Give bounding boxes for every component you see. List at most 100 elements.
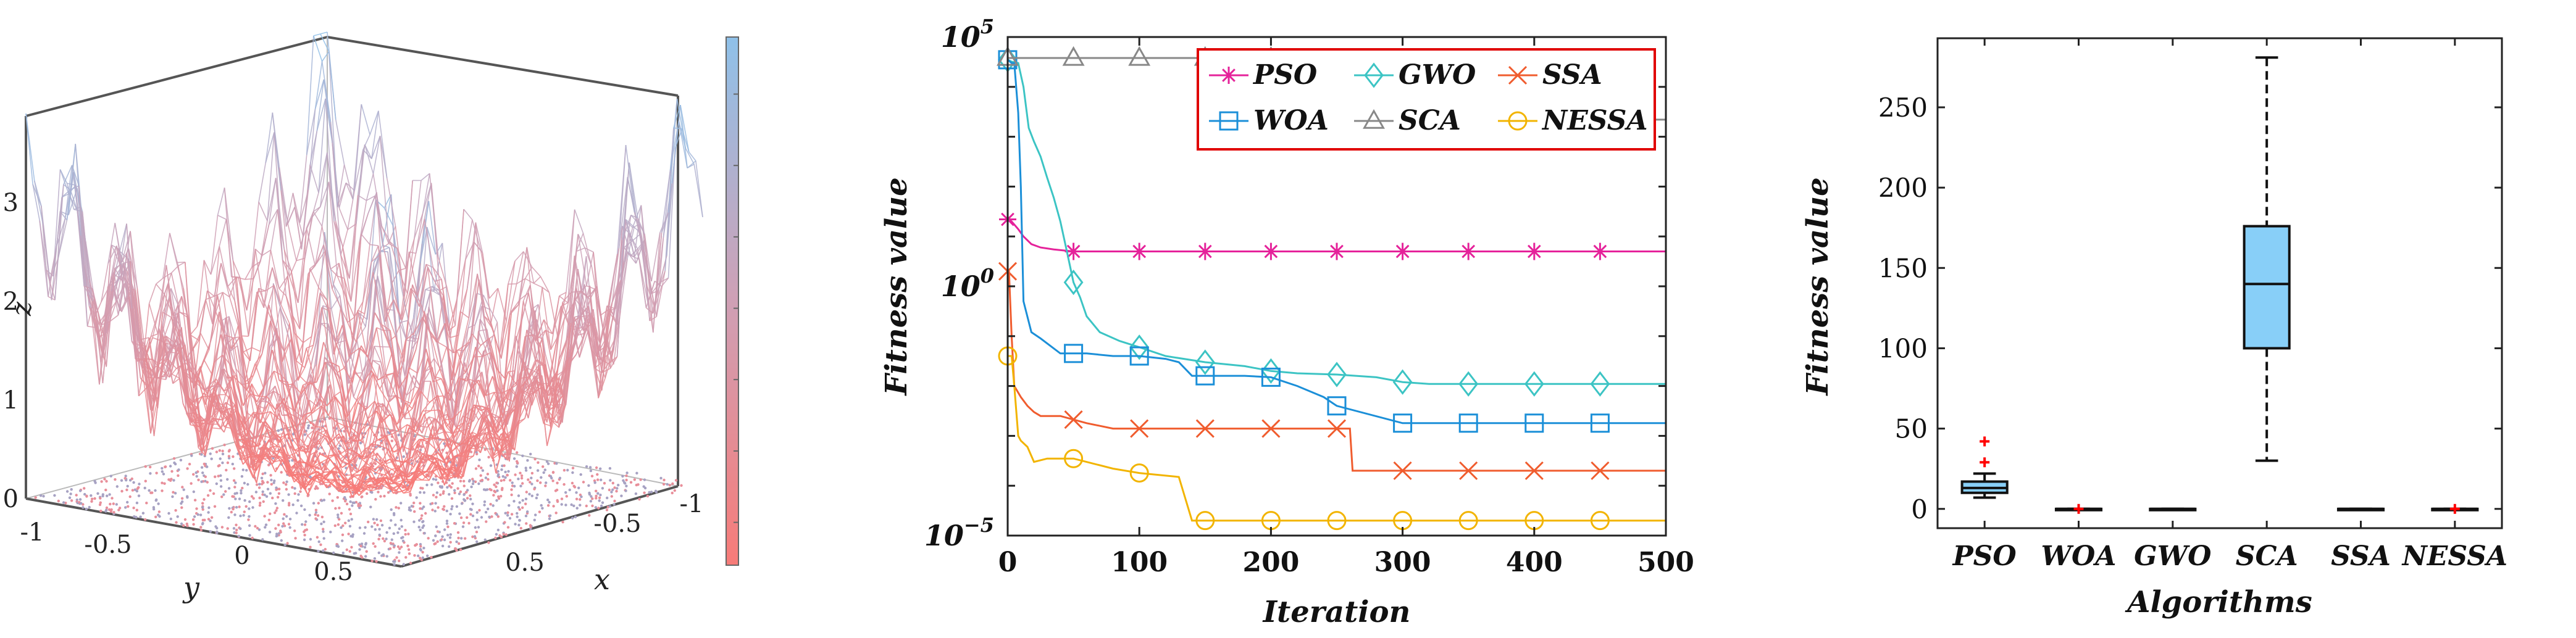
- floor-speck: [456, 505, 458, 508]
- floor-speck: [180, 459, 182, 462]
- floor-speck: [256, 483, 258, 486]
- floor-speck: [458, 542, 460, 545]
- surface-segment: [177, 262, 185, 263]
- floor-speck: [261, 477, 263, 479]
- floor-speck: [582, 481, 585, 483]
- floor-speck: [519, 485, 522, 487]
- floor-speck: [446, 534, 449, 536]
- floor-speck: [337, 496, 339, 499]
- floor-speck: [361, 495, 363, 498]
- floor-speck: [42, 495, 44, 497]
- floor-speck: [194, 499, 196, 501]
- floor-speck: [221, 462, 224, 464]
- surface-segment: [190, 326, 197, 334]
- floor-speck: [378, 534, 381, 536]
- floor-speck: [274, 502, 277, 505]
- surface-segment: [172, 266, 178, 273]
- floor-speck: [396, 531, 399, 534]
- floor-speck: [484, 539, 487, 541]
- floor-speck: [419, 529, 422, 531]
- surface-chart-panel: 0 1 2 3 z -1 -0.5 0 0.5 y -1 -0.5 0.5 x …: [0, 0, 741, 636]
- floor-speck: [83, 493, 86, 495]
- floor-speck: [211, 458, 213, 460]
- floor-speck: [462, 525, 464, 528]
- floor-speck: [443, 539, 446, 541]
- floor-speck: [539, 481, 542, 484]
- floor-speck: [506, 474, 509, 476]
- floor-speck: [393, 560, 396, 563]
- floor-speck: [453, 522, 456, 524]
- floor-speck: [487, 541, 490, 544]
- floor-speck: [527, 478, 529, 481]
- floor-speck: [192, 518, 194, 521]
- floor-speck: [595, 495, 597, 497]
- floor-speck: [317, 550, 319, 552]
- floor-speck: [503, 532, 505, 535]
- floor-speck: [349, 513, 352, 515]
- floor-speck: [217, 465, 220, 467]
- floor-speck: [172, 479, 175, 481]
- floor-speck: [393, 532, 395, 535]
- floor-speck: [358, 548, 361, 550]
- floor-speck: [569, 489, 571, 491]
- floor-speck: [419, 491, 421, 494]
- floor-speck: [108, 493, 111, 495]
- floor-speck: [455, 549, 458, 552]
- floor-speck: [654, 490, 657, 492]
- floor-speck: [487, 508, 489, 510]
- floor-speck: [126, 501, 128, 503]
- floor-speck: [211, 516, 213, 519]
- floor-speck: [477, 483, 480, 485]
- floor-speck: [357, 505, 359, 507]
- floor-speck: [243, 510, 246, 513]
- floor-speck: [268, 519, 270, 521]
- surface-segment: [354, 370, 363, 383]
- floor-speck: [541, 507, 543, 510]
- floor-speck: [296, 499, 299, 502]
- surface-segment: [201, 333, 209, 350]
- floor-speck: [420, 549, 422, 551]
- floor-speck: [342, 552, 345, 554]
- floor-speck: [449, 513, 451, 515]
- floor-speck: [180, 507, 183, 509]
- floor-speck: [537, 469, 539, 471]
- floor-speck: [318, 541, 320, 543]
- floor-speck: [431, 508, 433, 511]
- floor-speck: [579, 498, 581, 500]
- floor-speck: [500, 536, 503, 538]
- floor-speck: [422, 524, 425, 527]
- floor-speck: [617, 484, 619, 486]
- floor-speck: [378, 552, 380, 554]
- floor-speck: [285, 515, 288, 518]
- floor-speck: [529, 524, 532, 526]
- floor-speck: [459, 549, 462, 551]
- floor-speck: [209, 520, 211, 522]
- floor-speck: [398, 507, 400, 509]
- floor-speck: [521, 455, 524, 457]
- floor-speck: [507, 470, 509, 473]
- floor-speck: [391, 439, 393, 442]
- floor-speck: [227, 516, 230, 519]
- floor-speck: [149, 472, 151, 474]
- floor-speck: [169, 465, 172, 467]
- floor-speck: [70, 499, 73, 502]
- floor-speck: [186, 523, 188, 525]
- floor-speck: [500, 479, 503, 482]
- floor-speck: [258, 486, 261, 489]
- surface-segment: [377, 328, 385, 375]
- floor-speck: [412, 502, 415, 504]
- floor-speck: [571, 471, 574, 474]
- floor-speck: [556, 499, 559, 502]
- floor-speck: [344, 500, 346, 502]
- floor-speck: [57, 500, 60, 502]
- floor-speck: [408, 549, 410, 551]
- surface-segment: [533, 276, 540, 283]
- floor-speck: [671, 483, 674, 485]
- floor-speck: [375, 560, 377, 563]
- floor-speck: [144, 487, 146, 489]
- floor-speck: [420, 517, 422, 520]
- floor-speck: [589, 466, 592, 468]
- floor-speck: [116, 485, 119, 487]
- floor-speck: [220, 485, 222, 487]
- floor-speck: [215, 483, 218, 485]
